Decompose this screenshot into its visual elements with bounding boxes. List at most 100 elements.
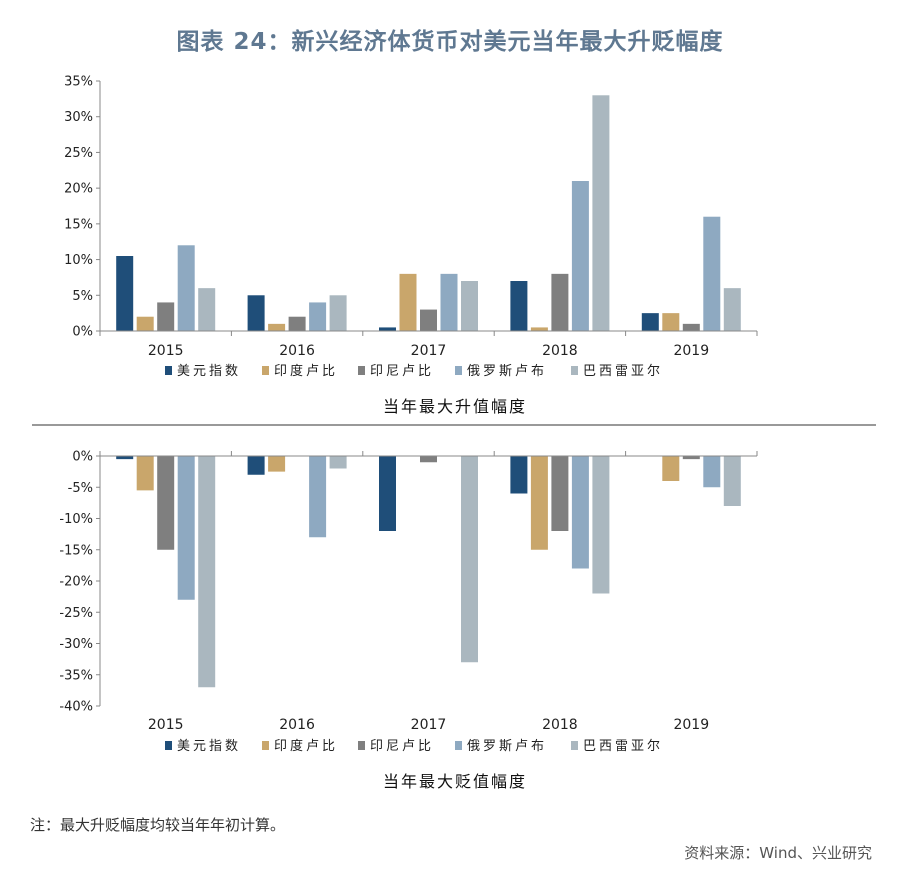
x-tick-label-y2018: 2018 [542,343,578,359]
bar-rub-y2016 [309,456,327,538]
chart-title: 当年最大升值幅度 [383,397,527,416]
source-label: 资料来源：Wind、兴业研究 [684,844,872,862]
x-tick-label-y2018: 2018 [542,717,578,733]
y-tick-label: 35% [64,75,93,90]
bar-brl-y2019 [723,456,741,506]
bar-inr-y2015 [136,316,154,331]
bar-inr-y2016 [268,456,286,472]
y-tick-label: -30% [59,637,93,652]
bar-rub-y2018 [571,181,589,331]
bar-inr-y2018 [530,456,548,550]
bar-inr-y2019 [662,456,680,481]
bar-idr-y2017 [420,309,437,331]
main-title: 图表 24：新兴经济体货币对美元当年最大升贬幅度 [176,29,724,55]
legend-label-rub: 俄罗斯卢布 [467,363,547,379]
legend-swatch-usd-index [165,741,172,750]
legend-swatch-rub [455,741,462,750]
bar-rub-y2019 [703,216,721,331]
bar-usd-index-y2015 [116,256,134,331]
bar-brl-y2018 [592,95,610,332]
legend-label-idr: 印尼卢比 [370,363,434,379]
bar-brl-y2015 [198,456,216,688]
y-tick-label: -10% [59,512,93,527]
bar-rub-y2018 [571,456,589,569]
bar-usd-index-y2016 [247,295,265,331]
bar-brl-y2015 [198,288,216,331]
bar-usd-index-y2017 [379,456,396,531]
bar-rub-y2017 [440,273,458,331]
legend-label-brl: 巴西雷亚尔 [583,739,663,754]
legend-swatch-idr [358,366,365,375]
chart-title: 当年最大贬值幅度 [383,772,527,791]
bar-brl-y2016 [329,456,347,469]
x-tick-label-y2017: 2017 [411,343,447,359]
legend-swatch-inr [262,741,269,750]
bar-rub-y2019 [703,456,721,488]
y-tick-label: 0% [72,450,93,465]
y-tick-label: 25% [64,146,93,161]
y-tick-label: 0% [72,325,93,340]
legend-label-usd-index: 美元指数 [177,364,241,379]
bar-rub-y2016 [309,302,327,331]
x-tick-label-y2015: 2015 [148,717,184,733]
legend-swatch-brl [571,366,578,375]
bar-inr-y2016 [268,323,286,331]
legend-label-idr: 印尼卢比 [370,738,434,754]
bar-usd-index-y2016 [247,456,265,475]
legend-label-brl: 巴西雷亚尔 [583,364,663,379]
legend-label-inr: 印度卢比 [274,738,338,754]
legend-swatch-inr [262,366,269,375]
bar-inr-y2019 [662,313,680,331]
bar-rub-y2015 [177,245,195,331]
bar-idr-y2019 [682,323,700,331]
legend-label-usd-index: 美元指数 [177,739,241,754]
depreciation-chart: 0% -5% -10% -15% -20% -25% -30% -35% -40% 2015 201… [59,450,758,791]
bar-idr-y2017 [420,456,437,463]
y-tick-label: -35% [59,668,93,683]
y-tick-label: -25% [59,606,93,621]
x-tick-label-y2016: 2016 [279,717,315,733]
y-tick-label: 10% [64,253,93,268]
x-tick-label-y2016: 2016 [279,343,315,359]
bar-usd-index-y2017 [379,327,396,331]
x-tick-label-y2015: 2015 [148,343,184,359]
y-tick-label: 15% [64,217,93,232]
y-tick-label: 20% [64,182,93,197]
legend-swatch-rub [455,366,462,375]
x-tick-label-y2019: 2019 [673,343,709,359]
bar-idr-y2019 [682,456,700,460]
bar-idr-y2015 [157,302,175,331]
legend-label-rub: 俄罗斯卢布 [467,738,547,754]
legend-swatch-brl [571,741,578,750]
bar-inr-y2018 [530,327,548,331]
appreciation-chart: 0% 5% 10% 15% 20% 25% 30% 35% 2015 2016 2017 2018 20… [64,75,758,416]
bar-rub-y2015 [177,456,195,600]
y-tick-label: -20% [59,575,93,590]
bar-brl-y2019 [723,288,741,331]
bar-usd-index-y2018 [510,456,528,494]
bar-usd-index-y2019 [641,313,659,331]
bar-usd-index-y2018 [510,281,528,331]
footnote: 注：最大升贬幅度均较当年年初计算。 [30,816,286,834]
legend-label-inr: 印度卢比 [274,363,338,379]
bar-idr-y2015 [157,456,175,550]
bar-idr-y2018 [551,456,569,531]
bar-brl-y2016 [329,295,347,331]
y-tick-label: -40% [59,700,93,715]
legend-swatch-idr [358,741,365,750]
legend-swatch-usd-index [165,366,172,375]
bar-usd-index-y2015 [116,456,134,460]
bar-inr-y2015 [136,456,154,491]
bar-brl-y2017 [461,456,478,663]
bar-brl-y2018 [592,456,610,594]
bar-brl-y2017 [461,281,478,331]
bar-inr-y2017 [399,273,417,331]
bar-idr-y2016 [288,316,306,331]
x-tick-label-y2019: 2019 [673,717,709,733]
y-tick-label: 30% [64,110,93,125]
y-tick-label: -15% [59,543,93,558]
y-tick-label: 5% [72,289,93,304]
bar-idr-y2018 [551,273,569,331]
y-tick-label: -5% [68,481,93,496]
